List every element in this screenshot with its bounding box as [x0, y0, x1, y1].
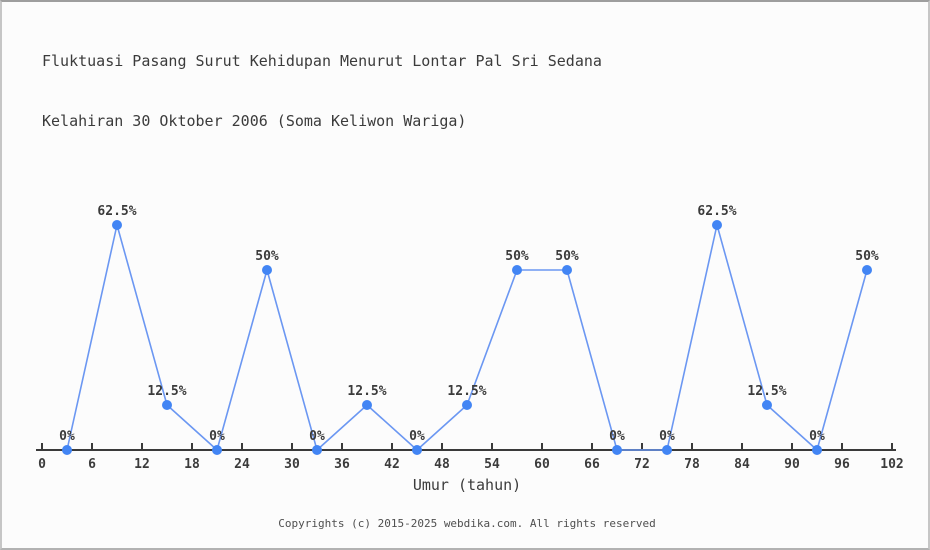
data-point-marker [112, 220, 122, 230]
data-point-label: 50% [505, 249, 529, 264]
x-axis-tick-label: 102 [880, 457, 903, 472]
data-point-label: 0% [209, 429, 225, 444]
x-axis-tick-label: 48 [434, 457, 450, 472]
data-point-marker [512, 265, 522, 275]
x-axis-tick-label: 12 [134, 457, 150, 472]
x-axis-tick-label: 0 [38, 457, 46, 472]
x-axis-tick-label: 78 [684, 457, 700, 472]
x-axis-tick-label: 6 [88, 457, 96, 472]
data-point-label: 12.5% [747, 384, 786, 399]
data-point-marker [812, 445, 822, 455]
data-point-marker [562, 265, 572, 275]
chart-title-line2: Kelahiran 30 Oktober 2006 (Soma Keliwon … [42, 112, 467, 130]
data-point-label: 62.5% [97, 204, 136, 219]
x-axis-tick-label: 84 [734, 457, 750, 472]
x-axis-tick-label: 96 [834, 457, 850, 472]
data-point-label: 12.5% [447, 384, 486, 399]
series-line [66, 224, 868, 451]
chart-title-line1: Fluktuasi Pasang Surut Kehidupan Menurut… [42, 52, 602, 70]
data-point-marker [262, 265, 272, 275]
data-point-label: 0% [659, 429, 675, 444]
data-point-label: 62.5% [697, 204, 736, 219]
x-axis-tick-label: 36 [334, 457, 350, 472]
data-point-marker [162, 400, 172, 410]
data-point-label: 0% [609, 429, 625, 444]
x-axis-tick-label: 24 [234, 457, 250, 472]
data-point-marker [362, 400, 372, 410]
data-point-marker [462, 400, 472, 410]
data-point-label: 50% [855, 249, 879, 264]
data-point-label: 12.5% [347, 384, 386, 399]
data-point-marker [862, 265, 872, 275]
data-point-label: 0% [409, 429, 425, 444]
data-point-marker [412, 445, 422, 455]
data-point-marker [62, 445, 72, 455]
data-point-marker [762, 400, 772, 410]
x-axis-tick-label: 18 [184, 457, 200, 472]
data-point-label: 12.5% [147, 384, 186, 399]
chart-title: Fluktuasi Pasang Surut Kehidupan Menurut… [42, 11, 602, 171]
x-axis-tick-label: 30 [284, 457, 300, 472]
data-point-marker [662, 445, 672, 455]
x-axis-tick-label: 60 [534, 457, 550, 472]
data-point-label: 50% [555, 249, 579, 264]
data-point-marker [312, 445, 322, 455]
x-axis-tick-label: 42 [384, 457, 400, 472]
copyright-text: Copyrights (c) 2015-2025 webdika.com. Al… [278, 517, 656, 530]
x-axis-title: Umur (tahun) [412, 476, 522, 494]
data-point-marker [712, 220, 722, 230]
x-axis-tick-label: 72 [634, 457, 650, 472]
x-axis-tick-label: 66 [584, 457, 600, 472]
x-axis-tick-label: 90 [784, 457, 800, 472]
data-point-marker [612, 445, 622, 455]
data-point-label: 0% [309, 429, 325, 444]
x-axis-tick-label: 54 [484, 457, 500, 472]
data-point-marker [212, 445, 222, 455]
data-point-label: 0% [59, 429, 75, 444]
data-point-label: 0% [809, 429, 825, 444]
data-point-label: 50% [255, 249, 279, 264]
